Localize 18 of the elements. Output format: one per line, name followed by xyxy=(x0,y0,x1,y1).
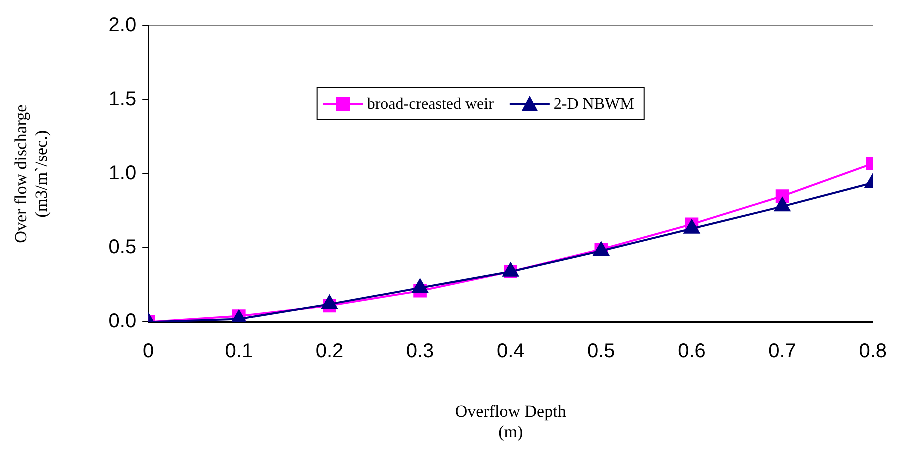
legend-label: 2-D NBWM xyxy=(554,96,634,114)
x-tick-label: 0.1 xyxy=(225,340,254,363)
x-tick-label: 0 xyxy=(143,340,154,363)
y-tick-label: 1.0 xyxy=(108,162,137,185)
x-axis-title: Overflow Depth (m) xyxy=(455,402,567,442)
y-axis-title: Over flow discharge (m3/m`/sec.) xyxy=(12,104,52,244)
x-tick-label: 0.6 xyxy=(678,340,706,363)
x-tick-label: 0.8 xyxy=(859,340,888,363)
y-tick-label: 1.5 xyxy=(108,88,137,111)
y-tick-label: 2.0 xyxy=(108,14,137,37)
x-tick-label: 0.4 xyxy=(496,340,525,363)
x-tick-label: 0.7 xyxy=(768,340,796,363)
y-tick-label: 0.0 xyxy=(108,310,137,333)
x-tick-label: 0.3 xyxy=(406,340,434,363)
y-tick-label: 0.5 xyxy=(108,236,137,259)
legend-label: broad-creasted weir xyxy=(367,96,495,114)
x-tick-label: 0.5 xyxy=(588,340,616,363)
x-tick-label: 0.2 xyxy=(316,340,344,363)
